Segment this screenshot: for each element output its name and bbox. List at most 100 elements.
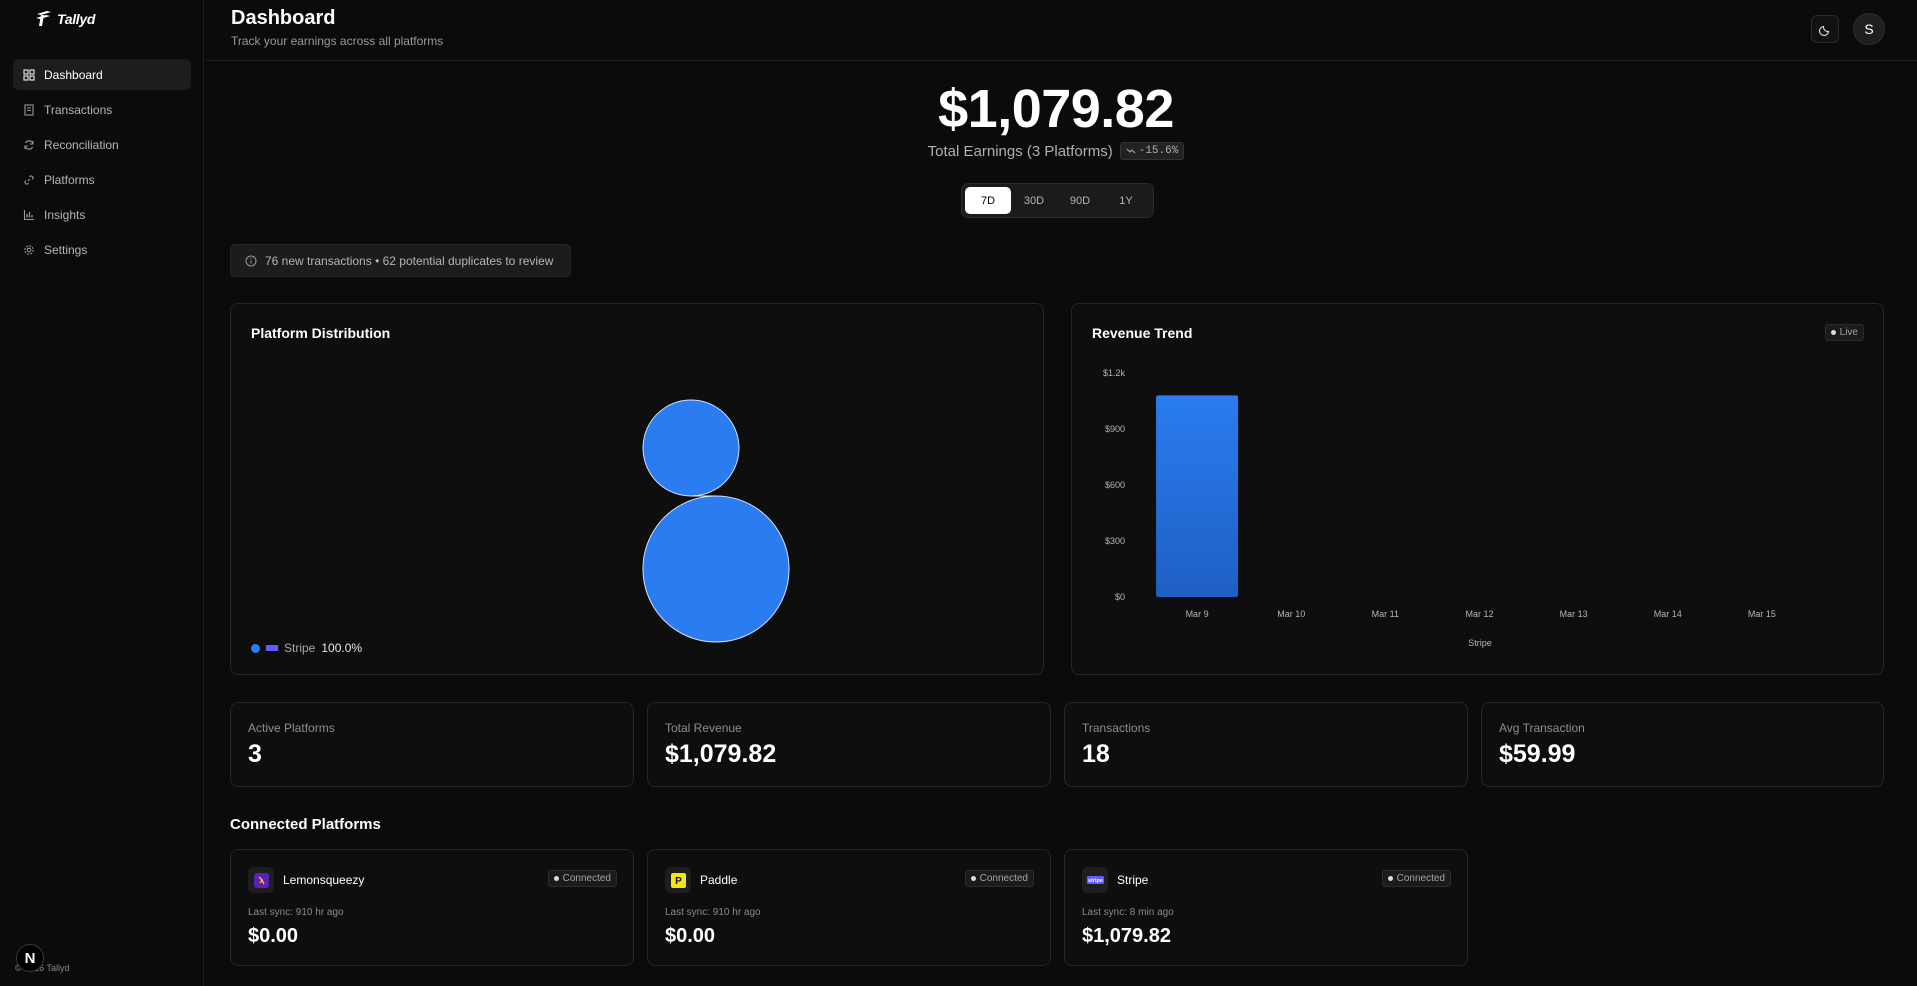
sidebar-item-label: Reconciliation — [44, 137, 119, 152]
platform-amount: $0.00 — [665, 925, 716, 947]
sidebar-item-label: Settings — [44, 242, 88, 257]
sidebar-item-transactions[interactable]: Transactions — [13, 94, 191, 125]
review-alert[interactable]: 76 new transactions • 62 potential dupli… — [230, 244, 571, 277]
platform-status: Connected — [562, 873, 611, 884]
refresh-icon — [23, 139, 35, 151]
platform-card-lemonsqueezy[interactable]: Lemonsqueezy Connected Last sync: 910 hr… — [230, 849, 634, 966]
x-tick-label: Mar 15 — [1748, 609, 1776, 619]
x-tick-label: Mar 14 — [1654, 609, 1682, 619]
stat-value: 18 — [1082, 740, 1110, 768]
copyright: © 2026 Tallyd — [15, 963, 70, 973]
stat-label: Total Revenue — [665, 721, 742, 735]
app-name: Tallyd — [57, 11, 96, 27]
y-tick-label: $1.2k — [1103, 368, 1126, 378]
sidebar-item-settings[interactable]: Settings — [13, 234, 191, 265]
total-earnings-line: Total Earnings (3 Platforms) -15.6% — [205, 142, 1907, 160]
platform-status-badge: Connected — [547, 870, 617, 887]
sidebar-item-label: Transactions — [44, 102, 113, 117]
range-tab-7d[interactable]: 7D — [965, 187, 1011, 214]
stat-value: $59.99 — [1499, 740, 1576, 768]
sidebar-item-label: Platforms — [44, 172, 95, 187]
y-tick-label: $600 — [1105, 480, 1125, 490]
y-tick-label: $0 — [1115, 592, 1125, 602]
earnings-delta-value: -15.6% — [1138, 145, 1179, 157]
series-legend-label: Stripe — [1468, 638, 1492, 648]
stat-card-transactions: Transactions 18 — [1064, 702, 1468, 787]
stat-label: Active Platforms — [248, 721, 335, 735]
review-alert-text: 76 new transactions • 62 potential dupli… — [265, 253, 554, 268]
platform-amount: $0.00 — [248, 925, 299, 947]
card-title: Revenue Trend — [1092, 325, 1193, 341]
stat-label: Avg Transaction — [1499, 721, 1585, 735]
user-avatar[interactable]: S — [1853, 13, 1885, 45]
platform-amount: $1,079.82 — [1082, 925, 1171, 947]
stat-card-active-platforms: Active Platforms 3 — [230, 702, 634, 787]
status-dot — [970, 876, 976, 881]
tallyd-logo-icon — [36, 11, 51, 26]
paddle-icon: P — [665, 867, 691, 893]
gear-icon — [23, 244, 35, 256]
legend-label-stripe: Stripe — [284, 641, 316, 655]
stat-card-total-revenue: Total Revenue $1,079.82 — [647, 702, 1051, 787]
platform-status-badge: Connected — [964, 870, 1034, 887]
sidebar-item-label: Insights — [44, 207, 86, 222]
stat-card-avg-transaction: Avg Transaction $59.99 — [1481, 702, 1884, 787]
lemonsqueezy-icon — [248, 867, 274, 893]
platform-last-sync: Last sync: 910 hr ago — [248, 907, 344, 918]
sidebar-nav: Dashboard Transactions Reconciliation Pl… — [13, 59, 191, 269]
total-earnings-amount: $1,079.82 — [938, 79, 1174, 139]
live-badge: Live — [1824, 324, 1864, 341]
platform-status-badge: Connected — [1381, 870, 1451, 887]
platform-name: Paddle — [700, 873, 738, 887]
total-earnings-label: Total Earnings (3 Platforms) — [927, 142, 1113, 160]
revenue-trend-card: Revenue Trend Live $0 $300 $600 $900 $1.2k Ma… — [1071, 303, 1884, 675]
stat-value: 3 — [248, 740, 262, 768]
stripe-icon: stripe — [1082, 867, 1108, 893]
live-dot — [1830, 330, 1836, 335]
page-subtitle: Track your earnings across all platforms — [231, 34, 444, 48]
x-tick-label: Mar 10 — [1277, 609, 1305, 619]
platform-card-paddle[interactable]: P Paddle Connected Last sync: 910 hr ago… — [647, 849, 1051, 966]
sidebar-item-label: Dashboard — [44, 67, 103, 82]
donut-chart — [642, 399, 790, 643]
sidebar: Tallyd Dashboard Transactions Reconcilia… — [0, 0, 204, 986]
platform-last-sync: Last sync: 8 min ago — [1082, 907, 1174, 918]
bar-chart-icon — [23, 209, 35, 221]
page-title: Dashboard — [231, 7, 336, 29]
platform-status: Connected — [979, 873, 1028, 884]
earnings-delta-badge: -15.6% — [1119, 142, 1185, 160]
connected-platforms-title: Connected Platforms — [230, 816, 381, 833]
platform-distribution-card: Platform Distribution Stripe 100.0% — [230, 303, 1044, 675]
range-tab-1y[interactable]: 1Y — [1119, 194, 1133, 207]
range-tab-90d[interactable]: 90D — [1069, 194, 1091, 207]
donut-slice-stripe[interactable] — [642, 399, 790, 643]
app-logo[interactable]: Tallyd — [34, 9, 95, 29]
n-logo-icon[interactable]: N — [16, 944, 44, 972]
distribution-legend: Stripe 100.0% — [251, 641, 362, 655]
link-icon — [23, 174, 35, 186]
page-header: Dashboard Track your earnings across all… — [205, 0, 1917, 61]
status-dot — [1387, 876, 1393, 881]
stat-label: Transactions — [1082, 721, 1151, 735]
y-tick-label: $900 — [1105, 424, 1125, 434]
moon-icon — [1818, 25, 1829, 36]
receipt-icon — [23, 103, 35, 116]
legend-percent-stripe: 100.0% — [321, 641, 363, 655]
platform-card-stripe[interactable]: stripe Stripe Connected Last sync: 8 min… — [1064, 849, 1468, 966]
sidebar-item-reconciliation[interactable]: Reconciliation — [13, 129, 191, 160]
revenue-bar-chart: $0 $300 $600 $900 $1.2k Mar 9 Mar 10 Mar 11 Mar … — [1103, 368, 1776, 648]
bar-mar-9[interactable] — [1156, 395, 1239, 597]
theme-toggle-button[interactable] — [1811, 15, 1839, 43]
range-tab-30d[interactable]: 30D — [1023, 194, 1045, 207]
sidebar-item-insights[interactable]: Insights — [13, 199, 191, 230]
x-tick-label: Mar 9 — [1186, 609, 1209, 619]
sidebar-item-dashboard[interactable]: Dashboard — [13, 59, 191, 90]
status-dot — [553, 876, 559, 881]
x-tick-label: Mar 12 — [1465, 609, 1493, 619]
y-tick-label: $300 — [1105, 536, 1125, 546]
card-title: Platform Distribution — [251, 325, 391, 341]
svg-text:stripe: stripe — [1088, 878, 1103, 884]
x-tick-label: Mar 13 — [1560, 609, 1588, 619]
sidebar-item-platforms[interactable]: Platforms — [13, 164, 191, 195]
platform-name: Lemonsqueezy — [283, 873, 365, 887]
